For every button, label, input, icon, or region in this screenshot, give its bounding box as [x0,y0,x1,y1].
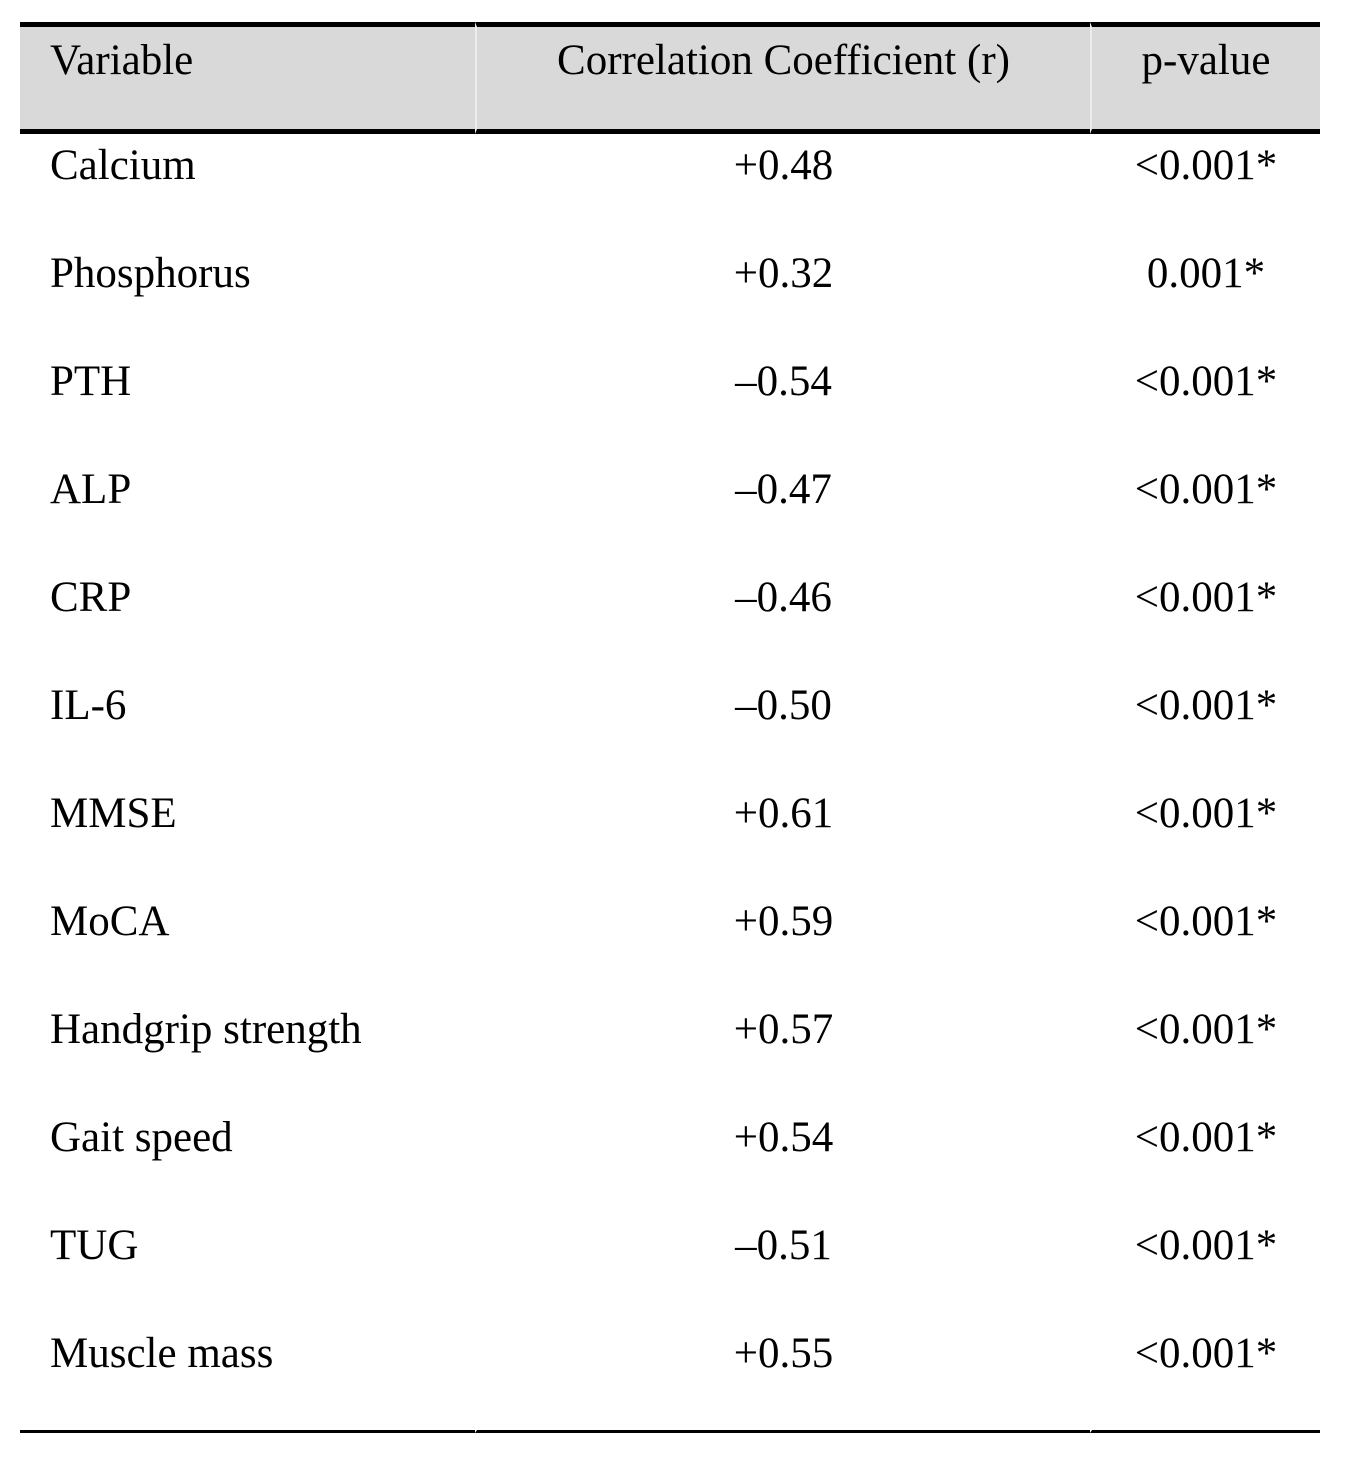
cell-r: –0.46 [475,566,1090,674]
table-header: Variable Correlation Coefficient (r) p-v… [20,22,1320,134]
cell-p: <0.001* [1090,1322,1320,1433]
cell-r: +0.32 [475,242,1090,350]
cell-p: <0.001* [1090,134,1320,242]
cell-variable: Calcium [20,134,475,242]
cell-p: <0.001* [1090,890,1320,998]
cell-p: 0.001* [1090,242,1320,350]
cell-variable: ALP [20,458,475,566]
table-body: Calcium +0.48 <0.001* Phosphorus +0.32 0… [20,134,1320,1433]
table-row: Calcium +0.48 <0.001* [20,134,1320,242]
cell-p: <0.001* [1090,1106,1320,1214]
cell-r: –0.51 [475,1214,1090,1322]
cell-p: <0.001* [1090,350,1320,458]
table-row: Gait speed +0.54 <0.001* [20,1106,1320,1214]
table-row: Muscle mass +0.55 <0.001* [20,1322,1320,1433]
cell-variable: IL-6 [20,674,475,782]
cell-r: +0.55 [475,1322,1090,1433]
cell-p: <0.001* [1090,674,1320,782]
cell-r: +0.57 [475,998,1090,1106]
cell-r: +0.54 [475,1106,1090,1214]
cell-variable: PTH [20,350,475,458]
cell-variable: MoCA [20,890,475,998]
cell-variable: Handgrip strength [20,998,475,1106]
cell-variable: Phosphorus [20,242,475,350]
cell-variable: Muscle mass [20,1322,475,1433]
cell-r: –0.54 [475,350,1090,458]
cell-variable: TUG [20,1214,475,1322]
header-row: Variable Correlation Coefficient (r) p-v… [20,22,1320,134]
column-header-correlation-coefficient: Correlation Coefficient (r) [475,22,1090,134]
table-row: Phosphorus +0.32 0.001* [20,242,1320,350]
cell-variable: Gait speed [20,1106,475,1214]
table-row: MoCA +0.59 <0.001* [20,890,1320,998]
cell-r: +0.59 [475,890,1090,998]
table-row: ALP –0.47 <0.001* [20,458,1320,566]
table-row: PTH –0.54 <0.001* [20,350,1320,458]
cell-p: <0.001* [1090,458,1320,566]
table-row: CRP –0.46 <0.001* [20,566,1320,674]
cell-r: –0.50 [475,674,1090,782]
correlation-table: Variable Correlation Coefficient (r) p-v… [20,22,1320,1433]
cell-p: <0.001* [1090,998,1320,1106]
cell-p: <0.001* [1090,566,1320,674]
cell-variable: CRP [20,566,475,674]
cell-r: +0.61 [475,782,1090,890]
table-row: MMSE +0.61 <0.001* [20,782,1320,890]
table-row: Handgrip strength +0.57 <0.001* [20,998,1320,1106]
cell-r: +0.48 [475,134,1090,242]
column-header-variable: Variable [20,22,475,134]
column-header-p-value: p-value [1090,22,1320,134]
cell-p: <0.001* [1090,782,1320,890]
cell-variable: MMSE [20,782,475,890]
table-row: IL-6 –0.50 <0.001* [20,674,1320,782]
cell-p: <0.001* [1090,1214,1320,1322]
table-row: TUG –0.51 <0.001* [20,1214,1320,1322]
cell-r: –0.47 [475,458,1090,566]
